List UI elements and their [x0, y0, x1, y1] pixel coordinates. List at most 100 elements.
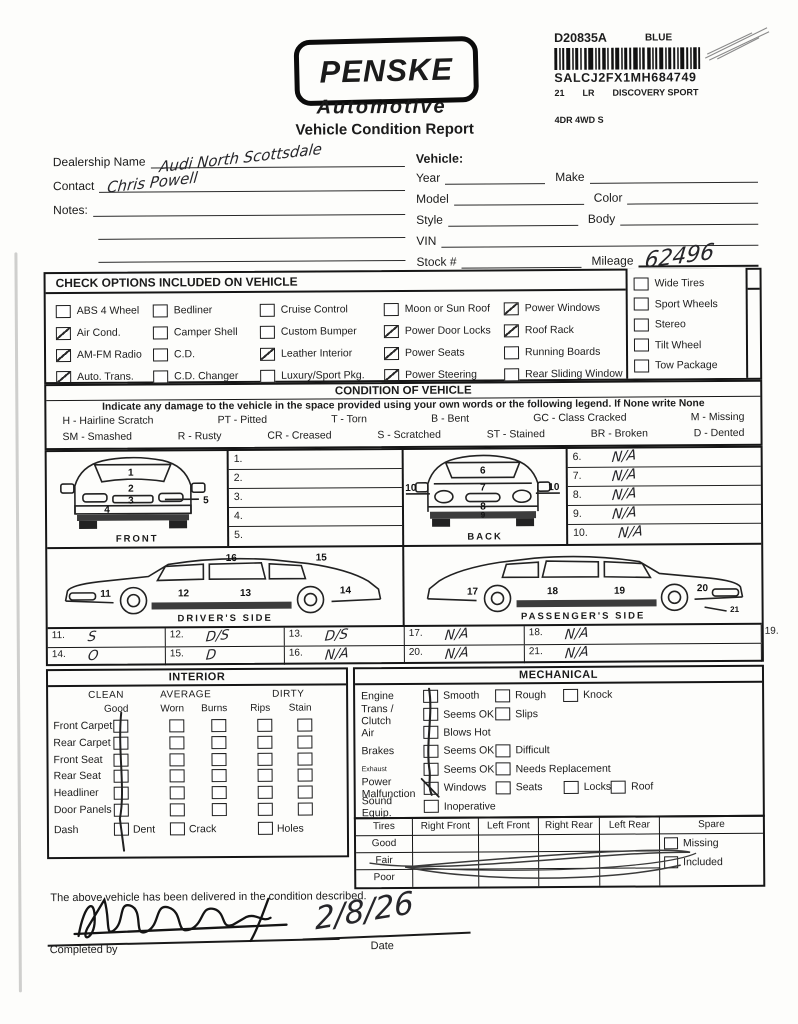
damage-line: 3. — [228, 487, 402, 509]
vehicle-section-label: Vehicle: — [415, 151, 464, 166]
option-checkbox — [152, 347, 169, 361]
option-label: Moon or Sun Roof — [404, 302, 491, 315]
zone-number: 10 — [548, 482, 560, 493]
interior-checkbox-stain — [297, 718, 313, 732]
mechanical-check-label: Rough — [515, 689, 547, 702]
mechanical-checkbox — [495, 689, 511, 703]
style-field — [447, 210, 578, 227]
options-column-4: Moon or Sun Roof Power Door Locks Power Se… — [383, 297, 491, 386]
damage-line: 5. — [229, 526, 402, 546]
damage-cell-number: 15. — [169, 648, 184, 660]
option-item: Sport Wheels — [633, 294, 718, 315]
vin-label: VIN — [416, 233, 437, 248]
damage-cell: 19. N/A — [760, 624, 779, 643]
option-checkbox — [55, 348, 72, 362]
contact-row: Contact Chris Powell — [53, 168, 406, 197]
interior-row: Front Seat — [48, 751, 346, 770]
contact-field: Chris Powell — [99, 168, 406, 197]
interior-checkbox-burns — [211, 769, 227, 783]
interior-checkbox-stain — [297, 785, 313, 799]
contact-value: Chris Powell — [106, 168, 199, 197]
interior-checkbox-stain — [297, 735, 313, 749]
notes-row: Notes: — [53, 196, 406, 217]
zone-number: 13 — [240, 588, 252, 599]
option-label: Tilt Wheel — [654, 338, 702, 352]
color-label: Color — [593, 190, 623, 205]
damage-line-number: 1. — [233, 452, 243, 466]
date-label: Date — [370, 940, 394, 953]
interior-colhead-rips: Rips — [250, 702, 271, 714]
options-column-1: ABS 4 Wheel Air Cond. AM-FM Radio Auto. Tra… — [55, 300, 142, 389]
damage-line-value: N/A — [611, 504, 638, 524]
option-checkbox — [259, 347, 276, 361]
mechanical-check-item: Rough — [495, 689, 563, 703]
damage-line-value: N/A — [617, 523, 644, 543]
legend-item: GC - Class Cracked — [533, 411, 627, 425]
interior-checkbox-rips — [257, 802, 273, 816]
mechanical-checkbox — [495, 762, 511, 776]
interior-checkbox-worn — [169, 769, 185, 783]
mechanical-check-label: Smooth — [443, 689, 480, 702]
interior-checkbox-worn — [169, 719, 185, 733]
tires-colhead: Spare — [659, 816, 763, 835]
legend-item: M - Missing — [690, 410, 745, 424]
mechanical-section: MECHANICAL Engine Smooth — [352, 664, 765, 820]
damage-cell-number: 21. — [528, 646, 543, 658]
option-checkbox — [383, 324, 399, 338]
interior-colhead-worn: Worn — [160, 703, 185, 715]
mechanical-checks: Blows Hot — [423, 724, 762, 740]
damage-cell-value: N/A — [564, 624, 590, 644]
option-checkbox — [503, 323, 519, 337]
option-label: AM-FM Radio — [76, 348, 142, 361]
damage-cell-number: 16. — [288, 647, 303, 659]
interior-row: Rear Seat — [49, 768, 347, 787]
interior-row: Headliner — [49, 785, 347, 804]
damage-cell — [760, 643, 762, 662]
interior-checkbox-burns — [211, 803, 227, 817]
dash-checkbox — [257, 821, 273, 835]
option-label: Wide Tires — [654, 277, 705, 290]
damage-line: 1. — [228, 449, 402, 471]
options-section: CHECK OPTIONS INCLUDED ON VEHICLE ABS 4 … — [43, 267, 763, 386]
interior-group-clean: CLEAN — [88, 689, 125, 701]
dash-check-holes: Holes — [257, 821, 304, 835]
mileage-label: Mileage — [591, 253, 634, 268]
zone-number: 16 — [226, 553, 238, 564]
option-item: Tilt Wheel — [633, 335, 718, 356]
damage-lines-1-5: 1. 2. 3. 4. — [228, 449, 405, 547]
mechanical-checks: Seems OK Difficult — [423, 743, 762, 758]
color-field — [627, 188, 759, 205]
mechanical-checkbox — [495, 744, 511, 758]
mileage-field: 62496 — [638, 240, 759, 274]
interior-row-label: Front Seat — [53, 753, 103, 766]
interior-group-dirty: DIRTY — [272, 688, 305, 700]
notes-field-line-1 — [92, 199, 406, 217]
dash-check-crack: Crack — [169, 822, 217, 836]
tag-vin: SALCJ2FX1MH684749 — [554, 70, 697, 86]
interior-checkbox-worn — [169, 736, 185, 750]
mechanical-checkbox — [495, 780, 511, 795]
mechanical-check-item: Roof — [611, 780, 654, 794]
mechanical-row-label: Engine — [361, 690, 394, 703]
mechanical-checkbox — [611, 780, 627, 794]
option-checkbox — [633, 318, 649, 332]
zone-number: 7 — [480, 482, 486, 493]
zone-number: 21 — [730, 605, 740, 614]
option-checkbox — [260, 369, 276, 383]
option-checkbox — [259, 303, 275, 317]
mechanical-check-label: Roof — [631, 780, 654, 793]
drivers-side-car-diagram: 11 12 13 14 15 16 — [64, 552, 382, 615]
option-checkbox — [259, 325, 275, 339]
mechanical-check-label: Seems OK — [443, 763, 495, 776]
dealer-block: Dealership Name Audi North Scottsdale Co… — [53, 140, 406, 263]
mechanical-check-item: Locks — [563, 780, 612, 794]
legend-item: BR - Broken — [590, 427, 648, 440]
option-checkbox — [55, 326, 71, 340]
damage-cell-value: O — [87, 647, 100, 665]
mechanical-check-label: Inoperative — [443, 799, 496, 813]
option-label: Cruise Control — [280, 303, 348, 316]
interior-checkbox-worn — [169, 786, 185, 800]
option-label: Roof Rack — [524, 323, 574, 337]
tires-colhead: Left Rear — [599, 817, 660, 835]
